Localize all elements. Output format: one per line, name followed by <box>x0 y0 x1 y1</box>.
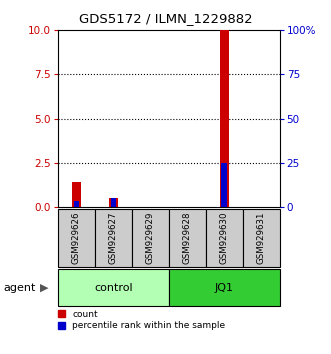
Text: GSM929626: GSM929626 <box>72 212 81 264</box>
Bar <box>58 269 169 306</box>
Bar <box>221 163 227 207</box>
Bar <box>169 269 280 306</box>
Bar <box>169 209 206 267</box>
Bar <box>111 198 116 207</box>
Text: agent: agent <box>3 282 36 293</box>
Text: GSM929627: GSM929627 <box>109 212 118 264</box>
Bar <box>58 209 95 267</box>
Bar <box>220 30 229 207</box>
Text: JQ1: JQ1 <box>215 282 234 293</box>
Bar <box>109 198 118 207</box>
Bar <box>206 209 243 267</box>
Text: GDS5172 / ILMN_1229882: GDS5172 / ILMN_1229882 <box>79 12 252 25</box>
Text: GSM929628: GSM929628 <box>183 212 192 264</box>
Text: control: control <box>94 282 133 293</box>
Legend: count, percentile rank within the sample: count, percentile rank within the sample <box>58 310 225 330</box>
Text: ▶: ▶ <box>40 282 49 293</box>
Bar <box>72 182 81 207</box>
Text: GSM929630: GSM929630 <box>220 212 229 264</box>
Bar <box>95 209 132 267</box>
Text: GSM929631: GSM929631 <box>257 212 266 264</box>
Bar <box>243 209 280 267</box>
Bar <box>73 201 79 207</box>
Text: GSM929629: GSM929629 <box>146 212 155 264</box>
Bar <box>132 209 169 267</box>
